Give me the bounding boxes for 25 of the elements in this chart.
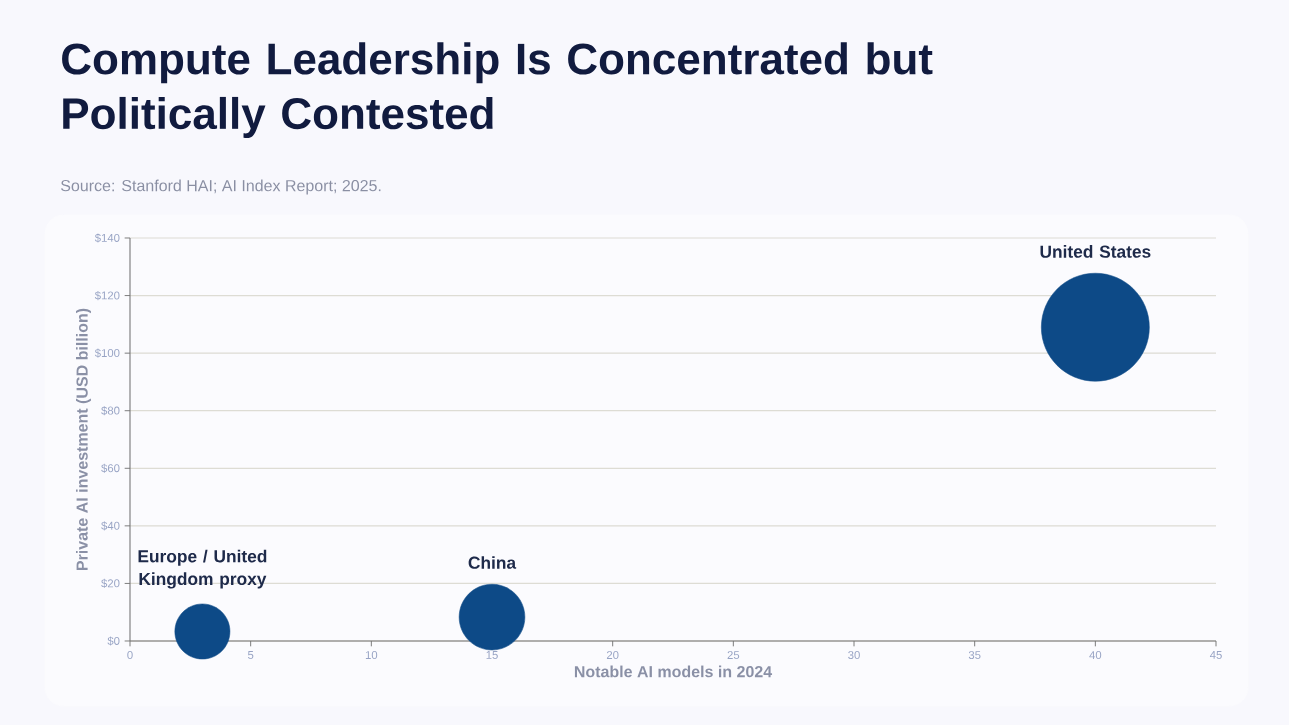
y-axis-title: Private AI investment (USD billion) bbox=[76, 308, 91, 571]
y-tick-label: $20 bbox=[101, 578, 120, 589]
text: Europe / United Kingdom proxy bbox=[138, 549, 267, 589]
x-tick-label: 30 bbox=[848, 651, 860, 660]
x-tick-label: 35 bbox=[968, 651, 981, 660]
x-tick-label: 15 bbox=[486, 651, 498, 659]
y-tick-label: $0 bbox=[107, 636, 120, 646]
x-tick-label: 45 bbox=[1209, 651, 1222, 659]
chart-title: Compute Leadership Is Concentrated but Politically Contested bbox=[62, 42, 933, 138]
y-tick-label: $100 bbox=[94, 348, 120, 358]
x-tick-label: 20 bbox=[606, 651, 619, 660]
x-axis-title: Notable AI models in 2024 bbox=[574, 665, 773, 678]
y-tick-label: $80 bbox=[101, 406, 120, 416]
y-tick-label: $40 bbox=[101, 521, 120, 531]
y-tick-label: $60 bbox=[101, 463, 120, 473]
x-tick-label: 40 bbox=[1089, 651, 1102, 660]
x-tick-label: 5 bbox=[247, 651, 254, 659]
series-label: China bbox=[468, 556, 517, 569]
x-tick-label: 0 bbox=[127, 651, 133, 660]
x-tick-label: 10 bbox=[365, 651, 378, 660]
source-note: Source: Stanford HAI; AI Index Report; 2025. bbox=[61, 179, 381, 195]
series-label: United States bbox=[1040, 245, 1151, 258]
y-tick-label: $140 bbox=[94, 233, 120, 243]
y-tick-label: $120 bbox=[94, 290, 120, 301]
x-tick-label: 25 bbox=[727, 651, 740, 660]
